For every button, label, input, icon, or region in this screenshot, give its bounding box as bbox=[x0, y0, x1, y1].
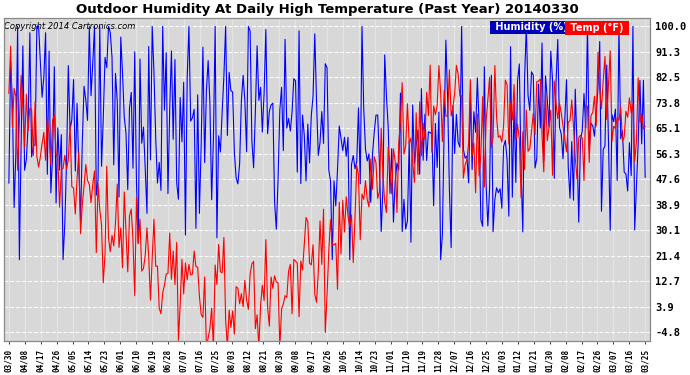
Text: Copyright 2014 Cartronics.com: Copyright 2014 Cartronics.com bbox=[4, 22, 136, 32]
Text: Humidity (%): Humidity (%) bbox=[492, 22, 571, 33]
Text: Temp (°F): Temp (°F) bbox=[567, 22, 627, 33]
Title: Outdoor Humidity At Daily High Temperature (Past Year) 20140330: Outdoor Humidity At Daily High Temperatu… bbox=[76, 3, 578, 16]
